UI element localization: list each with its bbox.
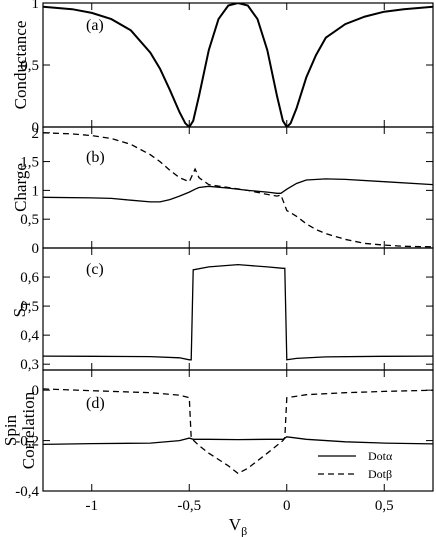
legend-label: Dotα xyxy=(368,449,393,463)
y-tick-label: 0,5 xyxy=(20,212,39,228)
series-line-curve-0 xyxy=(43,3,433,127)
y-tick-label: 0 xyxy=(32,120,40,136)
panel-0: 0 0,5 1 (a) Conductance xyxy=(11,0,434,136)
panel-label: (b) xyxy=(86,149,105,166)
y-axis-label: SpinCorrelation xyxy=(1,391,38,469)
y-tick-label: 0,6 xyxy=(20,270,39,286)
y-tick-label: 1 xyxy=(32,0,40,12)
y-tick-label: -0,2 xyxy=(15,434,39,450)
panel-1: 0 0,5 1 1,5 2 (b) Charge xyxy=(11,126,434,257)
y-tick-label: 0 xyxy=(32,383,40,399)
x-tick-label: 0 xyxy=(283,498,291,514)
panel-label: (d) xyxy=(86,395,105,412)
y-tick-label: 0 xyxy=(32,241,40,257)
plot-frame xyxy=(42,126,434,249)
x-tick-label: -1 xyxy=(86,498,99,514)
panel-3: -0,4 -0,2 0 -1 -0,5 0 0,5 (d) SpinCorrelation Dot… xyxy=(1,369,434,537)
y-tick-label: 1,5 xyxy=(20,155,39,171)
y-tick-label: 1 xyxy=(32,183,40,199)
y-tick-label: 0,4 xyxy=(20,328,39,344)
x-tick-label: -0,5 xyxy=(177,498,201,514)
panel-label: (c) xyxy=(86,261,104,278)
legend-label: Dotβ xyxy=(368,467,392,481)
y-axis-label: ST xyxy=(10,300,33,317)
x-tick-label: 0,5 xyxy=(375,498,394,514)
series-line-Dotα-3 xyxy=(43,436,433,446)
plot-frame xyxy=(42,369,434,492)
y-tick-label: 2 xyxy=(32,126,40,142)
y-tick-label: -0,4 xyxy=(15,484,39,500)
series-line-curve-2 xyxy=(43,263,433,361)
y-axis-label: Charge xyxy=(11,163,30,212)
y-axis-label: Conductance xyxy=(11,21,30,110)
y-tick-label: 0,5 xyxy=(20,58,39,74)
series-line-Dotβ-3 xyxy=(43,388,433,475)
series-line-Dotα-1 xyxy=(43,178,433,203)
y-tick-label: 0,3 xyxy=(20,357,39,373)
series-line-Dotβ-1 xyxy=(43,132,433,248)
panel-label: (a) xyxy=(86,17,104,34)
y-tick-label: 0,5 xyxy=(20,299,39,315)
panel-2: 0,3 0,4 0,5 0,6 (c) ST xyxy=(10,247,434,373)
x-axis-label: Vβ xyxy=(229,515,247,537)
